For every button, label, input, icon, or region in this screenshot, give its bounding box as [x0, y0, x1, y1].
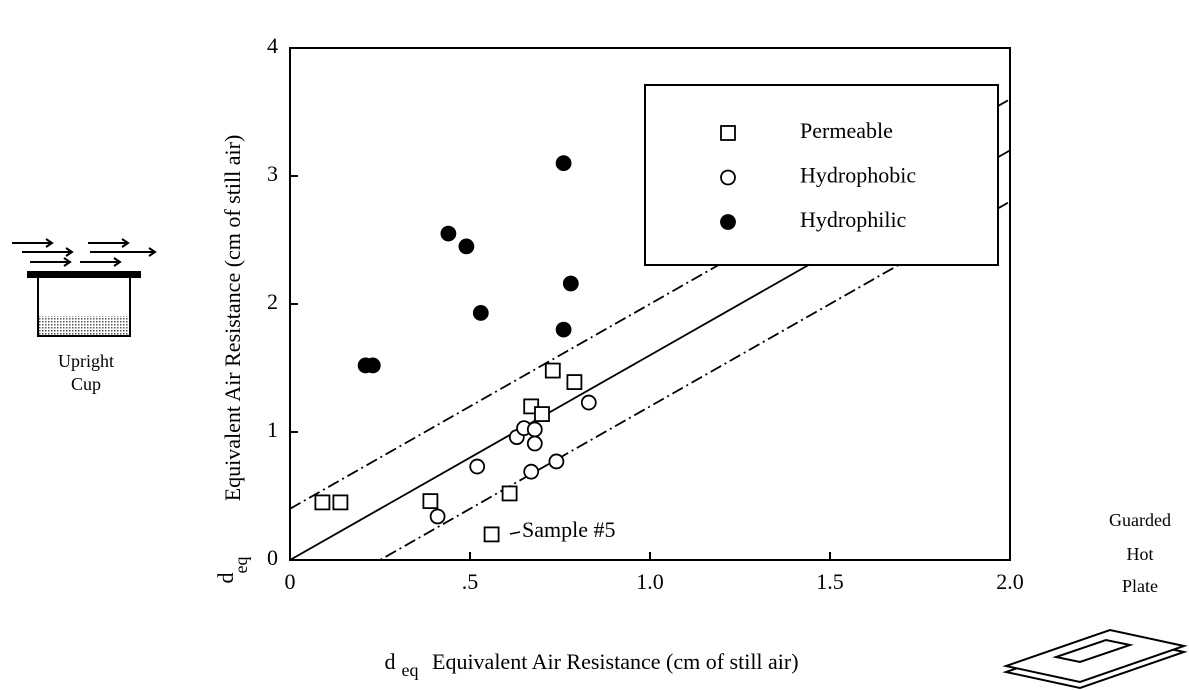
upright-cup-icon [12, 239, 155, 336]
point [423, 494, 437, 508]
point [333, 495, 347, 509]
icon-label: Guarded [1109, 510, 1171, 530]
point [582, 396, 596, 410]
y-tick-label: 4 [267, 33, 278, 58]
icon-label: Plate [1122, 576, 1158, 596]
x-tick-label: 1.0 [636, 569, 664, 594]
y-tick-label: 1 [267, 417, 278, 442]
x-tick-label: 0 [285, 569, 296, 594]
legend-label: Hydrophilic [800, 207, 907, 232]
x-axis-symbol: d [385, 649, 396, 674]
x-axis-symbol-sub: eq [402, 660, 419, 680]
point [557, 156, 571, 170]
icon-label: Upright [58, 351, 114, 371]
x-tick-label: .5 [462, 569, 479, 594]
point [528, 437, 542, 451]
point [315, 495, 329, 509]
point [557, 323, 571, 337]
point [567, 375, 581, 389]
point [528, 422, 542, 436]
icon-label: Hot [1127, 544, 1154, 564]
legend-marker [721, 215, 735, 229]
point [503, 486, 517, 500]
point [431, 509, 445, 523]
legend-label: Hydrophobic [800, 163, 916, 188]
point [459, 239, 473, 253]
icon-label: Cup [71, 374, 101, 394]
point [564, 277, 578, 291]
point [535, 407, 549, 421]
x-tick-label: 1.5 [816, 569, 844, 594]
annotation: Sample #5 [522, 517, 616, 542]
point [441, 227, 455, 241]
point [546, 364, 560, 378]
y-axis-label: Equivalent Air Resistance (cm of still a… [220, 135, 245, 502]
legend-marker [721, 126, 735, 140]
point [524, 465, 538, 479]
y-axis-symbol-sub: eq [231, 557, 251, 574]
hot-plate-icon [1006, 630, 1184, 688]
y-tick-label: 2 [267, 289, 278, 314]
y-tick-label: 0 [267, 545, 278, 570]
legend-marker [721, 171, 735, 185]
y-tick-label: 3 [267, 161, 278, 186]
legend-label: Permeable [800, 118, 893, 143]
x-axis-label: Equivalent Air Resistance (cm of still a… [432, 649, 799, 674]
x-tick-label: 2.0 [996, 569, 1024, 594]
point [474, 306, 488, 320]
point [549, 454, 563, 468]
point [485, 527, 499, 541]
point [470, 460, 484, 474]
chart: Upright Cup Guarded Hot Plate Sample #5 … [0, 0, 1189, 690]
annotation-leader [510, 532, 520, 534]
point [366, 358, 380, 372]
